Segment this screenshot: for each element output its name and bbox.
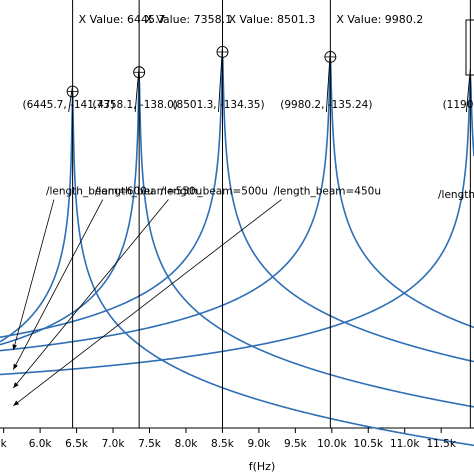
- series-arrowhead-2: [13, 363, 18, 370]
- x-tick-label-7: 8.5k: [211, 438, 235, 450]
- series-line-5: [0, 75, 474, 376]
- marker-label-2: X Value: 7358.1: [145, 13, 232, 26]
- x-tick-label-12: 11.0k: [390, 438, 420, 450]
- series-line-1: [0, 92, 474, 447]
- marker-label-4: X Value: 9980.2: [336, 13, 423, 26]
- marker-label-3: X Value: 8501.3: [229, 13, 316, 26]
- x-tick-label-8: 9.0k: [247, 438, 271, 450]
- series-arrowhead-4: [13, 400, 20, 406]
- x-tick-label-13: 11.5k: [426, 438, 456, 450]
- annotation-leader-3: [218, 45, 223, 113]
- annotation-leader-5: [465, 68, 471, 113]
- marker-label-1: X Value: 6445.7: [79, 13, 166, 26]
- peak-annotation-2: (7358.1, -138.0): [92, 99, 177, 111]
- series-label-3: /length_beam=500u: [160, 186, 268, 198]
- x-tick-label-1: k: [1, 438, 8, 450]
- x-tick-label-9: 9.5k: [284, 438, 308, 450]
- series-arrowhead-3: [13, 382, 19, 388]
- peak-annotation-1: (6445.7, -141.47): [23, 99, 115, 111]
- x-tick-label-2: 6.0k: [29, 438, 53, 450]
- x-tick-label-5: 7.5k: [138, 438, 162, 450]
- marker-lines: X Value: 6445.7X Value: 7358.1X Value: 8…: [72, 0, 471, 428]
- annotation-leader-1: [68, 85, 74, 113]
- peak-annotations: (6445.7, -141.47)(7358.1, -138.0)(8501.3…: [23, 45, 474, 113]
- series-arrow-1: [12, 199, 55, 351]
- series-arrow-4: [13, 199, 282, 407]
- x-tick-label-6: 8.0k: [175, 438, 199, 450]
- x-ticks: k 6.0k 6.5k 7.0k 7.5k 8.0k 8.5k 9.0k 9.5k 10.0k 10…: [1, 428, 457, 450]
- x-tick-label-11: 10.5k: [354, 438, 384, 450]
- series-arrow-2: [12, 199, 104, 370]
- peak-annotation-5: (11900.0: [443, 99, 474, 111]
- series-label-5: /length_b: [438, 189, 474, 201]
- annotation-leader-4: [325, 50, 331, 113]
- x-tick-label-4: 7.0k: [102, 438, 126, 450]
- x-tick-label-3: 6.5k: [65, 438, 89, 450]
- x-axis-label: f(Hz): [249, 460, 276, 473]
- series-label-1: /length_beam=600u: [46, 186, 154, 198]
- peak-annotation-4: (9980.2, -135.24): [280, 99, 372, 111]
- series-line-3: [0, 55, 474, 363]
- x-tick-label-10: 10.0k: [317, 438, 347, 450]
- series-arrow-3: [12, 199, 169, 389]
- annotation-leader-2: [134, 66, 140, 113]
- label-arrows: /length_beam=600u/length_beam=550u/lengt…: [12, 186, 474, 407]
- series-line-4: [0, 58, 474, 352]
- series-label-2: /length_beam=550u: [95, 186, 203, 198]
- series-arrowhead-1: [12, 344, 17, 351]
- series-label-4: /length_beam=450u: [273, 186, 381, 198]
